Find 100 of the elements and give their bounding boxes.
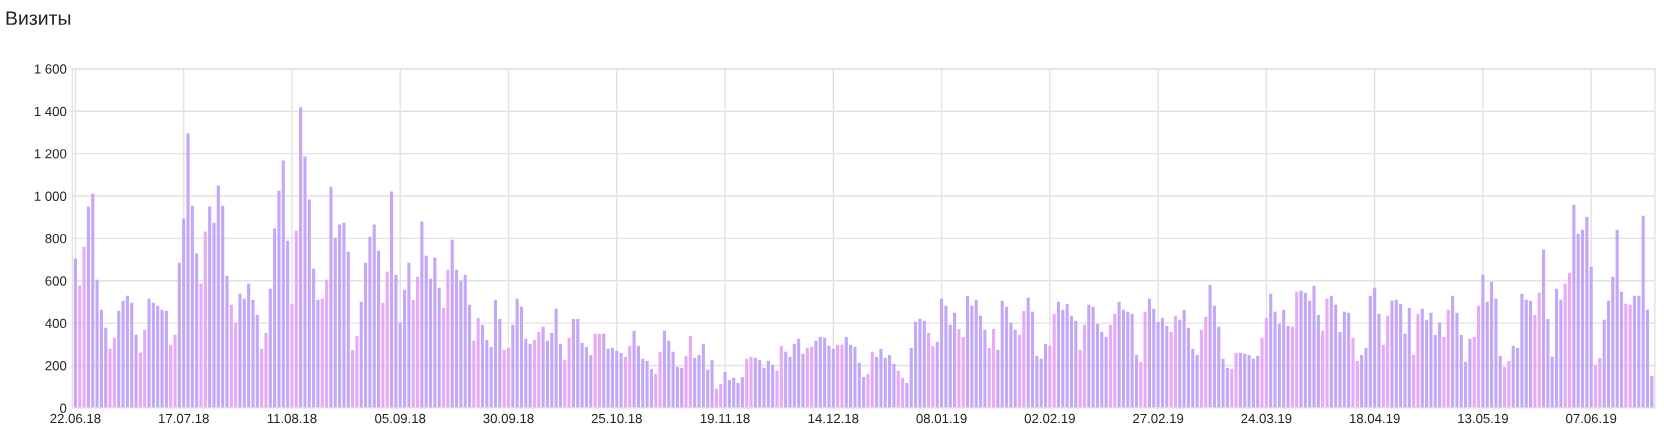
- bar: [1312, 285, 1316, 408]
- bar: [602, 333, 606, 408]
- bar: [368, 236, 372, 408]
- bar: [1160, 317, 1164, 408]
- bar: [710, 359, 714, 408]
- bar: [381, 302, 385, 408]
- x-tick-label: 02.02.19: [1024, 413, 1075, 424]
- bar: [342, 222, 346, 408]
- bar: [1056, 301, 1061, 408]
- bar: [1420, 308, 1424, 408]
- bar: [810, 346, 814, 408]
- bar: [528, 343, 532, 408]
- bar: [1554, 288, 1559, 408]
- bar: [580, 342, 584, 408]
- bar: [1000, 300, 1004, 408]
- bar: [792, 343, 796, 408]
- bar: [818, 336, 822, 408]
- bar: [1113, 313, 1117, 408]
- x-tick-label: 11.08.18: [267, 413, 317, 424]
- bar: [390, 191, 394, 408]
- bar: [606, 348, 610, 408]
- bar: [662, 330, 666, 408]
- y-tick-label: 400: [45, 318, 67, 329]
- bar: [1399, 303, 1403, 408]
- bar: [749, 356, 753, 408]
- bar: [1351, 337, 1355, 408]
- bar: [1117, 301, 1121, 408]
- bar: [1234, 352, 1238, 408]
- bar: [1074, 320, 1078, 408]
- y-tick-label: 0: [60, 403, 67, 413]
- bar: [1468, 338, 1472, 408]
- bar: [541, 326, 545, 408]
- bar: [1256, 355, 1260, 408]
- bar: [143, 329, 147, 408]
- bar: [619, 352, 623, 408]
- bar: [576, 318, 580, 408]
- bar: [355, 335, 359, 408]
- bar: [294, 230, 298, 408]
- bar: [1524, 299, 1528, 408]
- bar: [766, 360, 770, 408]
- bar: [203, 231, 207, 408]
- bar: [160, 309, 164, 408]
- bar: [1567, 272, 1572, 408]
- bar: [1126, 311, 1130, 408]
- bar: [723, 371, 727, 408]
- chart-title: Визиты: [6, 11, 71, 26]
- y-tick-label: 1 000: [34, 191, 67, 201]
- bar: [125, 295, 129, 408]
- bar: [1325, 298, 1329, 408]
- bar: [407, 262, 411, 408]
- bar: [563, 359, 567, 408]
- bar: [974, 299, 978, 408]
- bar: [91, 193, 95, 408]
- bar: [82, 246, 86, 408]
- bar: [1022, 310, 1026, 408]
- bar: [896, 370, 900, 408]
- bar: [940, 298, 944, 408]
- bar: [680, 367, 684, 408]
- bar: [831, 348, 835, 408]
- bar: [593, 333, 597, 408]
- bar: [112, 337, 116, 408]
- bar: [1143, 311, 1147, 408]
- bar: [1230, 368, 1234, 408]
- bar: [1416, 313, 1420, 408]
- bar: [493, 299, 498, 408]
- bar: [1065, 303, 1069, 408]
- bar: [550, 332, 554, 408]
- bar: [1238, 352, 1242, 408]
- bar: [905, 382, 909, 408]
- bar: [450, 239, 454, 408]
- bar: [1243, 353, 1247, 408]
- bar: [671, 351, 675, 408]
- bar: [1628, 304, 1632, 408]
- bar: [1533, 314, 1537, 408]
- bar: [554, 308, 558, 408]
- y-tick-label: 1 600: [34, 64, 67, 74]
- bar: [1585, 216, 1589, 408]
- bar: [1052, 313, 1056, 408]
- bar: [693, 357, 697, 408]
- bar: [567, 337, 571, 408]
- bar: [1264, 317, 1268, 408]
- bar: [1477, 305, 1481, 408]
- bar: [372, 224, 376, 408]
- bar: [1269, 293, 1273, 408]
- bar: [628, 345, 632, 408]
- bar: [299, 107, 303, 408]
- bar: [325, 279, 329, 408]
- bar: [1481, 274, 1485, 408]
- bar: [883, 357, 887, 408]
- bar: [1087, 304, 1091, 408]
- bar: [918, 318, 922, 408]
- bar: [216, 185, 220, 408]
- bar: [844, 336, 848, 408]
- bar: [1178, 319, 1182, 408]
- bar: [922, 320, 926, 408]
- bar: [645, 360, 649, 408]
- bar: [424, 255, 428, 408]
- x-tick-label: 18.04.19: [1349, 413, 1400, 424]
- bar: [1204, 316, 1208, 408]
- bar: [961, 336, 965, 408]
